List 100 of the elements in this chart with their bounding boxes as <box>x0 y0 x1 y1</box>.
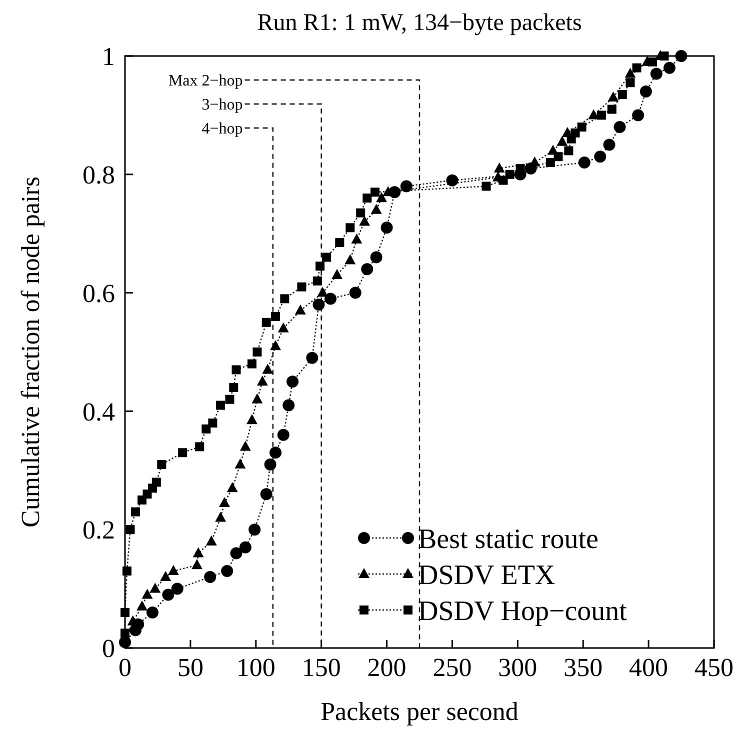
point <box>603 138 616 151</box>
point <box>202 424 211 434</box>
point <box>594 150 606 163</box>
point <box>482 182 491 191</box>
point <box>252 393 263 404</box>
point <box>270 340 282 350</box>
point <box>554 152 563 162</box>
point <box>564 146 574 156</box>
ref-line-label: Max 2−hop <box>168 72 243 90</box>
point <box>204 570 216 583</box>
point <box>277 428 290 441</box>
point <box>312 298 325 311</box>
point <box>312 276 322 286</box>
point <box>278 322 289 332</box>
point <box>120 628 130 638</box>
point <box>286 376 299 388</box>
x-tick-label: 50 <box>177 653 204 682</box>
ref-line-label: 4−hop <box>202 120 243 138</box>
point <box>248 524 261 536</box>
point <box>349 286 362 299</box>
point <box>356 208 366 218</box>
point <box>120 608 130 617</box>
y-tick-label: 0.4 <box>82 397 115 426</box>
point <box>195 442 204 452</box>
point <box>359 216 370 226</box>
point <box>577 122 586 132</box>
point <box>361 263 374 276</box>
point <box>324 292 336 305</box>
point <box>370 188 380 197</box>
point <box>570 128 580 138</box>
point <box>376 192 388 202</box>
legend-label: Best static route <box>418 524 598 555</box>
point <box>317 286 328 297</box>
legend-label: DSDV ETX <box>418 560 556 591</box>
point <box>215 512 226 522</box>
point <box>294 304 306 315</box>
point <box>335 238 344 247</box>
point <box>332 269 343 280</box>
y-tick-label: 0.8 <box>82 160 115 190</box>
point <box>624 68 636 78</box>
point <box>282 399 295 412</box>
point <box>607 104 616 114</box>
y-tick-label: 0.6 <box>82 278 115 308</box>
point <box>218 496 230 507</box>
point <box>160 570 172 581</box>
point <box>168 565 179 576</box>
x-tick-label: 150 <box>302 653 341 682</box>
point <box>344 254 356 264</box>
point <box>626 78 635 88</box>
point <box>191 559 202 570</box>
chart-title: Run R1: 1 mW, 134−byte packets <box>257 10 582 36</box>
point <box>130 507 140 516</box>
point <box>648 57 657 66</box>
x-tick-label: 400 <box>629 653 668 682</box>
point <box>316 262 325 271</box>
x-tick-label: 450 <box>694 653 734 682</box>
point <box>346 223 355 232</box>
point <box>262 364 274 374</box>
ref-line-label: 3−hop <box>202 96 243 114</box>
point <box>252 348 262 356</box>
point <box>271 312 280 321</box>
point <box>226 482 238 492</box>
point <box>256 376 268 386</box>
point <box>150 582 161 593</box>
point <box>322 252 332 262</box>
point <box>246 414 258 424</box>
point <box>614 121 626 134</box>
point <box>234 458 246 468</box>
point <box>232 365 241 374</box>
point <box>262 318 271 327</box>
point <box>380 222 393 234</box>
point <box>370 204 382 214</box>
point <box>206 535 217 546</box>
point <box>608 91 619 102</box>
point <box>136 600 148 611</box>
point <box>494 162 505 172</box>
point <box>632 63 642 72</box>
point <box>122 566 132 576</box>
point <box>556 136 568 146</box>
y-tick-label: 0.2 <box>82 516 115 545</box>
point <box>546 158 555 168</box>
point <box>498 176 508 185</box>
x-tick-label: 250 <box>432 653 472 682</box>
point <box>618 90 627 99</box>
x-tick-label: 350 <box>564 653 603 682</box>
point <box>157 460 166 469</box>
legend-label: DSDV Hop−count <box>418 596 628 627</box>
point <box>192 547 204 558</box>
point <box>230 547 242 560</box>
point <box>446 174 458 186</box>
point <box>146 606 158 618</box>
point <box>351 234 362 244</box>
point <box>225 394 234 404</box>
point <box>162 588 174 601</box>
point <box>370 251 382 264</box>
y-axis-title: Cumulative fraction of node pairs <box>16 176 46 528</box>
point <box>216 400 226 410</box>
point <box>270 446 282 459</box>
point <box>596 110 606 120</box>
point <box>280 294 290 304</box>
